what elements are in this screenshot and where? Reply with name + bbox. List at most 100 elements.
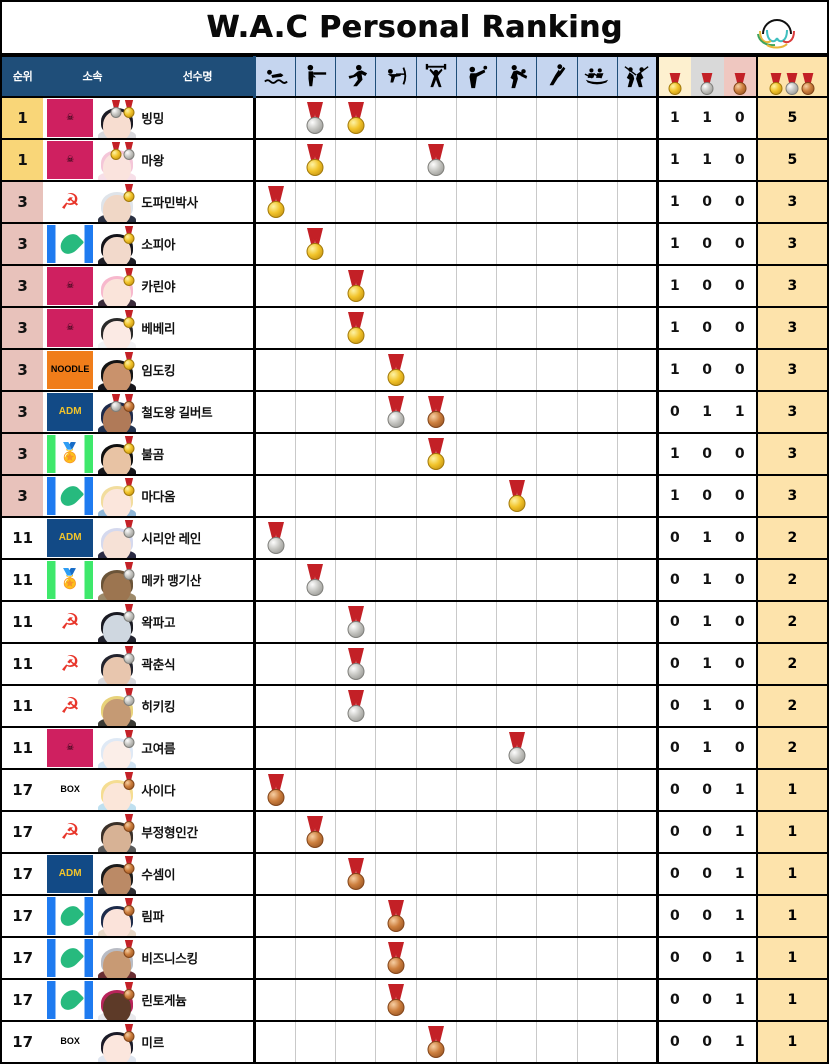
badge-background [47, 686, 94, 725]
cell-sport-taekwondo [496, 810, 537, 854]
cell-sport-swimming [253, 642, 296, 686]
silver-medal-icon [425, 143, 447, 176]
cell-sport-gymnastics [536, 516, 578, 560]
hammer-sickle-emblem-icon: ☭ [60, 188, 80, 214]
cell-team-badge: ☠ [43, 264, 97, 308]
bronze-medal-icon [732, 72, 748, 95]
gold-medal-icon [123, 267, 136, 286]
avatar-medal-pips [123, 939, 136, 958]
table-row[interactable]: 17 린토게늄 0 0 1 1 [2, 978, 827, 1022]
player-avatar [97, 896, 137, 936]
cell-sport-athletics [334, 1062, 376, 1064]
table-row[interactable]: 11 ADM 시리안 레인 0 1 0 2 [2, 516, 827, 560]
cell-sport-fencing [616, 264, 658, 308]
cell-silver-count: 0 [690, 348, 724, 392]
cell-silver-count: 0 [690, 810, 724, 854]
cell-sport-archery [375, 558, 417, 602]
cell-sport-swimming [253, 180, 296, 224]
cell-silver-count: 0 [690, 978, 724, 1022]
cell-sport-rowing [576, 348, 618, 392]
table-row[interactable]: 3 🏅 불곰 1 0 0 3 [2, 432, 827, 476]
cell-sport-archery [375, 1020, 417, 1064]
cell-sport-taekwondo [496, 642, 537, 686]
column-header-rank: 순위 [2, 56, 44, 98]
cell-avatar [96, 768, 142, 812]
cell-total-count: 2 [755, 516, 827, 560]
cell-sport-weightlifting [415, 138, 457, 182]
gold-medal-icon [123, 183, 136, 202]
silver-medal-icon [265, 521, 287, 554]
cell-sport-archery [375, 1062, 417, 1064]
cell-sport-taekwondo [496, 348, 537, 392]
cell-sport-rowing [576, 474, 618, 518]
table-row[interactable]: 17 BOX 사이다 0 0 1 1 [2, 768, 827, 812]
table-row[interactable]: 1 ☠ 마왕 1 1 0 5 [2, 138, 827, 182]
team-badge-team-hammer-sickle: ☭ [47, 644, 94, 683]
table-row[interactable]: 17 림파 0 0 1 1 [2, 894, 827, 938]
cell-sport-weightlifting [415, 852, 457, 896]
player-avatar [97, 812, 137, 852]
cell-sport-rowing [576, 768, 618, 812]
table-row[interactable]: 17🎖왕꿈틀이0011 [2, 1062, 827, 1064]
table-row[interactable]: 3 ☠ 베베리 1 0 0 3 [2, 306, 827, 350]
cell-gold-count: 0 [656, 810, 691, 854]
table-row[interactable]: 3 소피아 1 0 0 3 [2, 222, 827, 266]
table-row[interactable]: 3 ☭ 도파민박사 1 0 0 3 [2, 180, 827, 224]
table-row[interactable]: 11 ☭ 히키킹 0 1 0 2 [2, 684, 827, 728]
silver-medal-icon [123, 519, 136, 538]
cell-gold-count: 0 [656, 852, 691, 896]
cell-sport-fencing [616, 474, 658, 518]
cell-sport-gymnastics [536, 600, 578, 644]
cell-player-name: 부정형인간 [141, 810, 255, 854]
cell-sport-weightlifting [415, 474, 457, 518]
table-row[interactable]: 11 🏅 메카 맹기산 0 1 0 2 [2, 558, 827, 602]
table-row[interactable]: 11 ☭ 왁파고 0 1 0 2 [2, 600, 827, 644]
cell-sport-tabletennis [455, 348, 497, 392]
table-row[interactable]: 11 ☠ 고여름 0 1 0 2 [2, 726, 827, 770]
cell-rank: 11 [2, 600, 44, 644]
cell-gold-count: 1 [656, 306, 691, 350]
table-row[interactable]: 17 ☭ 부정형인간 0 0 1 1 [2, 810, 827, 854]
cell-sport-athletics [334, 768, 376, 812]
archery-icon [387, 67, 407, 85]
table-row[interactable]: 3 마다옴 1 0 0 3 [2, 474, 827, 518]
cell-sport-tabletennis [455, 1062, 497, 1064]
cell-player-name: 철도왕 길버트 [141, 390, 255, 434]
cell-rank: 17 [2, 894, 44, 938]
table-row[interactable]: 11 ☭ 곽춘식 0 1 0 2 [2, 642, 827, 686]
bronze-medal-icon [385, 983, 407, 1016]
cell-team-badge [43, 936, 97, 980]
cell-sport-athletics [334, 978, 376, 1022]
player-avatar [97, 728, 137, 768]
cell-sport-shooting [294, 810, 336, 854]
player-avatar [97, 140, 137, 180]
cell-sport-tabletennis [455, 138, 497, 182]
column-header-total [755, 56, 827, 98]
cell-avatar [96, 306, 142, 350]
cell-team-badge: ADM [43, 390, 97, 434]
badge-background [47, 392, 94, 431]
table-row[interactable]: 3 NOODLE 임도킹 1 0 0 3 [2, 348, 827, 392]
cell-sport-taekwondo [496, 474, 537, 518]
cell-sport-swimming [253, 684, 296, 728]
column-header-sport-athletics [334, 56, 376, 98]
cell-sport-fencing [616, 642, 658, 686]
player-avatar [97, 308, 137, 348]
cell-sport-tabletennis [455, 306, 497, 350]
table-row[interactable]: 1 ☠ 빙밍 1 1 0 5 [2, 96, 827, 140]
table-row[interactable]: 17 BOX 미르 0 0 1 1 [2, 1020, 827, 1064]
cell-sport-weightlifting [415, 768, 457, 812]
bronze-medal-icon [123, 855, 136, 874]
table-row[interactable]: 17 비즈니스킹 0 0 1 1 [2, 936, 827, 980]
badge-background [47, 350, 94, 389]
cell-bronze-count: 1 [723, 978, 757, 1022]
player-avatar [97, 182, 137, 222]
avatar-medal-pips [123, 351, 136, 370]
gold-medal-icon [345, 269, 367, 302]
badge-background [47, 140, 94, 179]
table-row[interactable]: 3 ADM 철도왕 길버트 0 1 1 3 [2, 390, 827, 434]
cell-sport-shooting [294, 558, 336, 602]
table-row[interactable]: 3 ☠ 카린야 1 0 0 3 [2, 264, 827, 308]
cell-avatar [96, 810, 142, 854]
table-row[interactable]: 17 ADM 수셈이 0 0 1 1 [2, 852, 827, 896]
